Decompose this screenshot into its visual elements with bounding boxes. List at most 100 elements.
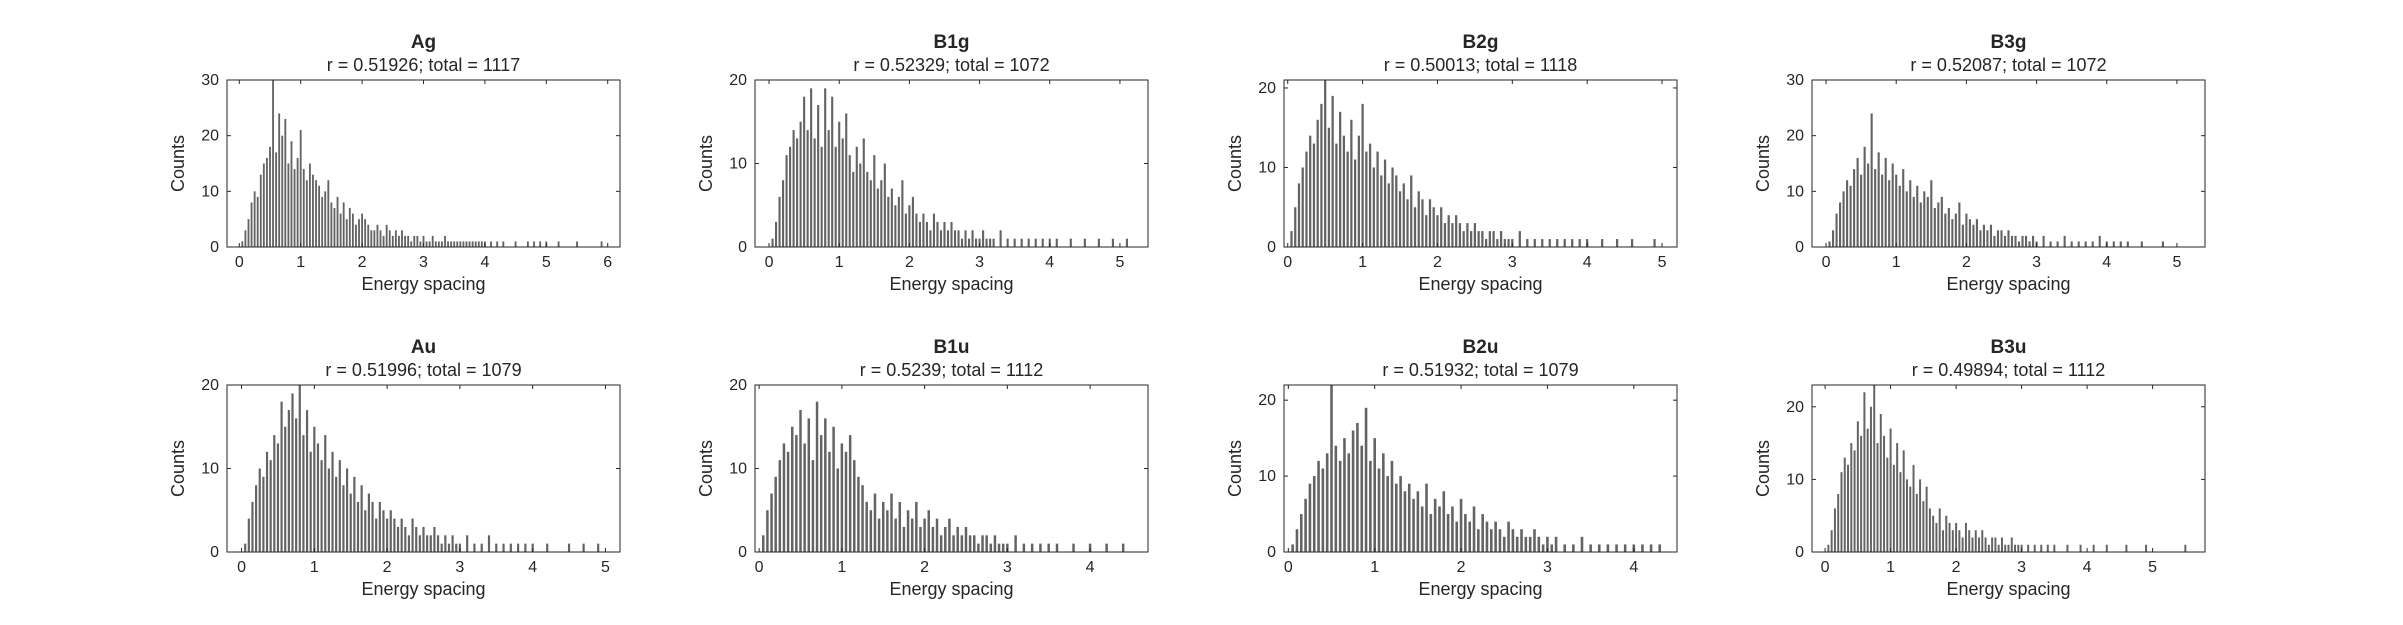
histogram-bar: [1406, 199, 1409, 247]
chart-title: B2u: [1463, 337, 1499, 358]
histogram-bar: [441, 241, 443, 247]
histogram-bar: [799, 121, 802, 247]
histogram-bar: [2042, 235, 2045, 247]
histogram-bar: [957, 230, 960, 247]
histogram-bar: [908, 205, 911, 247]
histogram-bar: [327, 468, 330, 552]
histogram-bar: [836, 468, 839, 552]
y-tick-label: 20: [201, 128, 219, 145]
histogram-bar: [1451, 506, 1454, 552]
histogram-bar: [981, 535, 984, 552]
y-tick-label: 10: [729, 461, 747, 478]
histogram-bar: [840, 443, 844, 552]
histogram-bar: [335, 476, 338, 552]
y-axis-label: Counts: [696, 135, 716, 192]
histogram-bar: [342, 485, 345, 552]
histogram-bar: [1866, 428, 1869, 552]
histogram-bar: [1641, 544, 1644, 552]
histogram-bar: [956, 526, 959, 552]
histogram-bar: [1383, 159, 1387, 247]
histogram-bar: [557, 241, 560, 247]
histogram-bar: [1417, 191, 1420, 247]
histogram-bar: [1498, 529, 1502, 552]
histogram-bar: [1892, 464, 1895, 552]
histogram-bar: [918, 221, 921, 247]
x-tick-label: 2: [358, 254, 367, 271]
histogram-bar: [1895, 174, 1898, 247]
histogram-bar: [982, 230, 985, 247]
histogram-bar: [1492, 231, 1495, 247]
histogram-bar: [1317, 460, 1320, 552]
histogram-bar: [1125, 238, 1128, 247]
histogram-bar: [1982, 224, 1985, 247]
histogram-bar: [2079, 544, 2082, 552]
histogram-bar: [1597, 544, 1601, 552]
histogram-bar: [939, 230, 943, 247]
y-axis-label: Counts: [1225, 440, 1245, 497]
x-axis-label: Energy spacing: [1946, 579, 2070, 599]
histogram-bar: [819, 435, 823, 552]
histogram-bar: [1997, 544, 2000, 552]
histogram-bar: [1368, 143, 1372, 247]
histogram-bar: [1451, 223, 1454, 247]
histogram-bar: [1601, 239, 1604, 247]
histogram-bar: [398, 235, 400, 247]
histogram-bar: [418, 535, 421, 552]
histogram-bar: [447, 543, 451, 552]
histogram-bar: [828, 451, 831, 552]
histogram-bar: [880, 180, 883, 247]
histogram-bar: [1881, 174, 1884, 247]
histogram-bar: [462, 241, 465, 247]
histogram-bar: [2112, 241, 2115, 247]
histogram-bar: [1464, 514, 1467, 552]
x-tick-label: 1: [1370, 559, 1379, 576]
histogram-bar: [256, 196, 259, 247]
chart-title: B1u: [934, 337, 970, 358]
histogram-bar: [1615, 544, 1618, 552]
histogram-bar: [471, 241, 474, 247]
histogram-bar: [1041, 238, 1044, 247]
histogram-bar: [1297, 183, 1301, 247]
histogram-bar: [1403, 491, 1407, 552]
histogram-bar: [873, 493, 877, 552]
histogram-bar: [1837, 493, 1840, 552]
histogram-bar: [806, 130, 809, 247]
histogram-bar: [1473, 223, 1477, 247]
histogram-bar: [345, 219, 348, 247]
histogram-bar: [1364, 407, 1368, 552]
histogram-bar: [906, 510, 910, 552]
histogram-bar: [1006, 543, 1009, 552]
histogram-bar: [258, 468, 261, 552]
histogram-bar: [309, 451, 312, 552]
chart-subtitle: r = 0.50013; total = 1118: [1384, 55, 1577, 75]
histogram-bar: [487, 535, 491, 552]
histogram-bar: [1863, 392, 1866, 552]
x-tick-label: 2: [1962, 254, 1971, 271]
histogram-bar: [1294, 207, 1297, 247]
histogram-bar: [451, 535, 454, 552]
histogram-bar: [1339, 111, 1342, 247]
histogram-bar: [2092, 544, 2095, 552]
histogram-bar: [1346, 151, 1349, 247]
histogram-bar: [287, 410, 290, 552]
histogram-bar: [1111, 238, 1114, 247]
histogram-bar: [1014, 535, 1017, 552]
histogram-bar: [333, 208, 336, 247]
x-tick-label: 1: [1892, 254, 1901, 271]
histogram-bar: [1432, 207, 1435, 247]
histogram-bar: [2000, 230, 2003, 247]
histogram-bar: [857, 476, 860, 552]
histogram-bar: [367, 493, 370, 552]
histogram-bar: [1974, 530, 1977, 552]
histogram-bar: [394, 230, 397, 247]
x-axis-label: Energy spacing: [1418, 579, 1542, 599]
histogram-bar: [820, 146, 823, 247]
histogram-bar: [985, 238, 988, 247]
x-tick-label: 0: [1822, 254, 1831, 271]
histogram-bar: [1889, 428, 1892, 552]
histogram-bar: [1839, 202, 1842, 247]
histogram-bar: [1571, 239, 1574, 247]
y-tick-label: 10: [729, 156, 747, 173]
histogram-bar: [803, 96, 806, 247]
